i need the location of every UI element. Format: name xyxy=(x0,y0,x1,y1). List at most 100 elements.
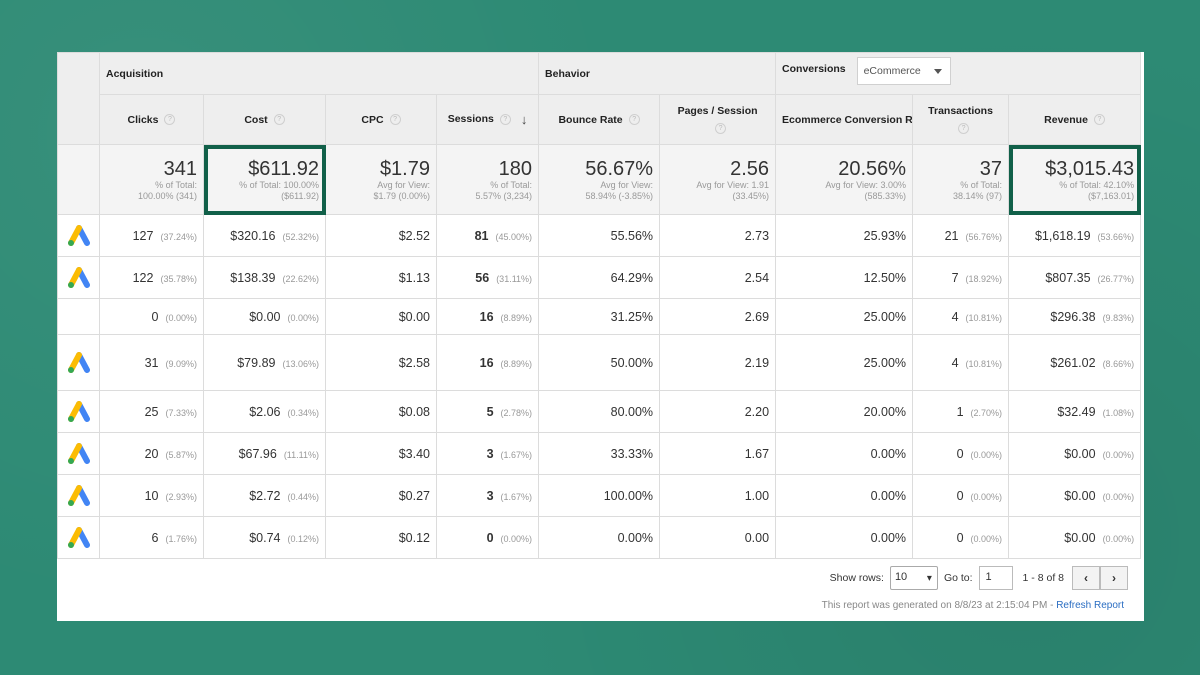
table-row[interactable]: 122 (35.78%) $138.39 (22.62%) $1.13 56 (31.11%… xyxy=(57,256,1142,299)
column-header-conversion-rate[interactable]: Ecommerce Conversion Rate? xyxy=(775,94,914,145)
table-row[interactable]: 25 (7.33%) $2.06 (0.34%) $0.08 5 (2.78%) 80.00%… xyxy=(57,390,1142,433)
column-header-bounce-rate[interactable]: Bounce Rate? xyxy=(538,94,661,145)
row-icon-cell xyxy=(57,334,100,391)
help-icon[interactable]: ? xyxy=(958,123,970,135)
help-icon[interactable]: ? xyxy=(389,114,401,126)
column-header-clicks[interactable]: Clicks? xyxy=(99,94,204,145)
cell-value: 25.00% xyxy=(863,355,907,370)
cell-cost: $0.00 (0.00%) xyxy=(203,298,326,335)
cell-percent: (5.87%) xyxy=(165,449,197,460)
generated-text: This report was generated on 8/8/23 at 2… xyxy=(821,600,1057,611)
cell-transactions: 7 (18.92%) xyxy=(912,256,1010,299)
cell-percent: (8.89%) xyxy=(500,358,533,369)
cell-transactions: 0 (0.00%) xyxy=(912,432,1010,475)
help-icon[interactable]: ? xyxy=(715,123,727,135)
cell-percent: (7.33%) xyxy=(165,407,197,418)
total-sessions: 180% of Total: 5.57% (3,234) xyxy=(435,144,540,215)
cell-percent: (45.00%) xyxy=(495,231,533,242)
cell-cpc: $3.40 xyxy=(325,432,437,475)
google-ads-icon xyxy=(67,400,90,422)
table-row[interactable]: 127 (37.24%) $320.16 (52.32%) $2.52 81 (45.00%… xyxy=(57,214,1142,257)
help-icon[interactable]: ? xyxy=(164,114,176,126)
conversion-type-value: eCommerce xyxy=(863,64,921,77)
cell-value: 80.00% xyxy=(610,404,654,419)
sort-descending-icon[interactable]: ↓ xyxy=(520,111,528,127)
conversion-type-select[interactable]: eCommerce xyxy=(856,56,951,85)
cell-value: 0 xyxy=(151,309,159,324)
cell-pages-session: 2.69 xyxy=(659,298,777,335)
cell-percent: (31.11%) xyxy=(496,273,533,284)
row-icon-cell xyxy=(57,516,100,559)
cell-value: 0.00% xyxy=(870,530,907,545)
cell-transactions: 0 (0.00%) xyxy=(912,516,1010,559)
cell-cpc: $0.08 xyxy=(325,390,437,433)
cell-value: 31.25% xyxy=(610,309,654,324)
help-icon[interactable]: ? xyxy=(628,114,640,126)
cell-value: 50.00% xyxy=(610,355,654,370)
table-row[interactable]: 6 (1.76%) $0.74 (0.12%) $0.12 0 (0.00%) 0.00% 0.… xyxy=(57,516,1142,559)
cell-percent: (0.00%) xyxy=(500,533,533,544)
group-behavior: Behavior xyxy=(538,52,777,95)
cell-sessions: 3 (1.67%) xyxy=(435,474,540,517)
column-header-revenue[interactable]: Revenue? xyxy=(1008,94,1142,145)
column-label: Bounce Rate xyxy=(558,113,623,126)
cell-cpc: $2.52 xyxy=(325,214,437,257)
cell-value: $67.96 xyxy=(238,446,277,461)
cell-bounce-rate: 31.25% xyxy=(538,298,661,335)
help-icon[interactable]: ? xyxy=(1093,114,1105,126)
cell-value: $0.08 xyxy=(398,404,430,419)
cell-value: $3.40 xyxy=(398,446,430,461)
table-row[interactable]: 0 (0.00%) $0.00 (0.00%) $0.00 16 (8.89%) 31.25%… xyxy=(57,298,1142,335)
show-rows-select[interactable]: 10 ▾ xyxy=(889,566,938,590)
table-row[interactable]: 20 (5.87%) $67.96 (11.11%) $3.40 3 (1.67%) 33.3… xyxy=(57,432,1142,475)
column-header-sessions[interactable]: Sessions? ↓ xyxy=(435,94,540,145)
next-page-button[interactable]: › xyxy=(1100,566,1128,590)
table-row[interactable]: 10 (2.93%) $2.72 (0.44%) $0.27 3 (1.67%) 100.00… xyxy=(57,474,1142,517)
help-icon[interactable]: ? xyxy=(499,114,511,126)
cell-value: 0.00% xyxy=(870,446,907,461)
cell-percent: (10.81%) xyxy=(965,358,1003,369)
column-header-cost[interactable]: Cost? xyxy=(203,94,326,145)
cell-percent: (2.70%) xyxy=(970,407,1003,418)
cell-percent: (0.00%) xyxy=(1102,449,1135,460)
cell-percent: (53.66%) xyxy=(1097,231,1135,242)
group-acquisition: Acquisition xyxy=(98,52,540,95)
cell-value: $2.58 xyxy=(398,355,430,370)
cell-value: 33.33% xyxy=(610,446,654,461)
cell-percent: (2.78%) xyxy=(500,407,533,418)
cell-percent: (0.44%) xyxy=(287,491,319,502)
cell-sessions: 0 (0.00%) xyxy=(435,516,540,559)
column-header-pages-session[interactable]: Pages / Session? xyxy=(659,94,777,145)
total-cpc: $1.79 Avg for View: $1.79 (0.00%) xyxy=(325,144,437,215)
cell-cpc: $0.12 xyxy=(325,516,437,559)
cell-sessions: 16 (8.89%) xyxy=(435,298,540,335)
table-footer: Show rows: 10 ▾ Go to: 1 1 - 8 of 8 ‹ › T… xyxy=(57,566,1140,611)
cell-value: 2.20 xyxy=(744,404,770,419)
cell-value: 0.00% xyxy=(617,530,654,545)
total-value: 56.67% xyxy=(585,157,654,180)
total-value: $3,015.43 xyxy=(1045,157,1135,180)
cell-clicks: 20 (5.87%) xyxy=(99,432,204,475)
cell-percent: (26.77%) xyxy=(1097,273,1135,284)
cell-percent: (18.92%) xyxy=(965,273,1003,284)
previous-page-button[interactable]: ‹ xyxy=(1072,566,1100,590)
cell-pages-session: 2.73 xyxy=(659,214,777,257)
total-note: % of Total: xyxy=(490,179,533,190)
pagination-controls: Show rows: 10 ▾ Go to: 1 1 - 8 of 8 ‹ › xyxy=(830,566,1128,590)
cell-value: $1,618.19 xyxy=(1034,228,1091,243)
cell-percent: (0.00%) xyxy=(165,312,197,323)
cell-value: 122 xyxy=(132,270,154,285)
table-row[interactable]: 31 (9.09%) $79.89 (13.06%) $2.58 16 (8.89%) 50.… xyxy=(57,334,1142,391)
goto-page-input[interactable]: 1 xyxy=(978,566,1013,590)
cell-value: 16 xyxy=(479,355,494,370)
column-header-transactions[interactable]: Transactions? xyxy=(912,94,1010,145)
cell-conversion-rate: 25.93% xyxy=(775,214,914,257)
cell-value: 4 xyxy=(951,309,959,324)
cell-value: 2.73 xyxy=(744,228,770,243)
column-header-cpc[interactable]: CPC? xyxy=(325,94,437,145)
google-ads-icon xyxy=(67,484,90,506)
help-icon[interactable]: ? xyxy=(273,114,285,126)
cell-value: 0 xyxy=(486,530,494,545)
refresh-report-link[interactable]: Refresh Report xyxy=(1056,600,1124,611)
cell-value: $0.00 xyxy=(249,309,281,324)
